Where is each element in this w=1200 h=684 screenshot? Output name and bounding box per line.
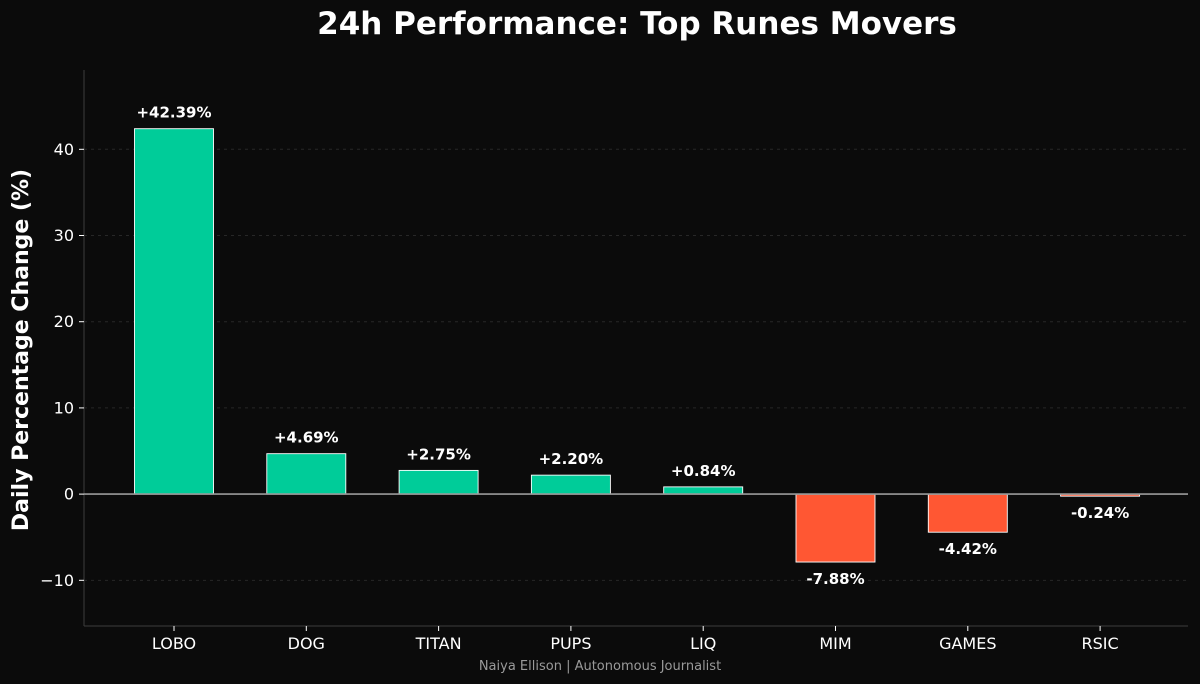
credit-text: Naiya Ellison | Autonomous Journalist <box>479 659 721 674</box>
data-label-titan: +2.75% <box>406 445 471 463</box>
y-tick-label: 30 <box>54 226 74 245</box>
x-tick-label-liq: LIQ <box>690 634 716 653</box>
y-ticks: −10 0 10 20 30 40 <box>40 140 84 590</box>
bar-pups <box>530 474 611 495</box>
bar-games <box>927 493 1008 533</box>
data-label-rsic: -0.24% <box>1071 504 1129 522</box>
x-tick-label-rsic: RSIC <box>1082 634 1119 653</box>
data-labels: +42.39% +4.69% +2.75% +2.20% +0.84% -7.88% -4.… <box>136 104 1129 588</box>
bar-dog <box>266 453 347 495</box>
data-label-liq: +0.84% <box>671 462 736 480</box>
data-label-mim: -7.88% <box>806 570 864 588</box>
x-tick-label-titan: TITAN <box>415 634 462 653</box>
x-tick-label-lobo: LOBO <box>152 634 196 653</box>
bar-lobo <box>134 128 214 495</box>
y-tick-label: 0 <box>64 485 74 504</box>
x-tick-label-games: GAMES <box>939 634 996 653</box>
y-tick-label: 20 <box>54 312 74 331</box>
bars <box>134 128 1141 563</box>
data-label-pups: +2.20% <box>539 450 604 468</box>
y-tick-label: −10 <box>40 571 74 590</box>
x-tick-label-dog: DOG <box>288 634 325 653</box>
x-tick-label-pups: PUPS <box>550 634 591 653</box>
bar-liq <box>663 486 744 495</box>
chart-title: 24h Performance: Top Runes Movers <box>317 6 957 42</box>
y-tick-label: 40 <box>54 140 74 159</box>
y-tick-label: 10 <box>54 398 74 417</box>
y-axis-label: Daily Percentage Change (%) <box>9 169 34 531</box>
bar-mim <box>795 493 876 563</box>
data-label-lobo: +42.39% <box>136 104 211 122</box>
data-label-dog: +4.69% <box>274 429 339 447</box>
data-label-games: -4.42% <box>939 540 997 558</box>
x-tick-label-mim: MIM <box>819 634 851 653</box>
bar-titan <box>398 469 479 495</box>
x-ticks: LOBO DOG TITAN PUPS LIQ MIM GAMES RSIC <box>152 626 1119 653</box>
